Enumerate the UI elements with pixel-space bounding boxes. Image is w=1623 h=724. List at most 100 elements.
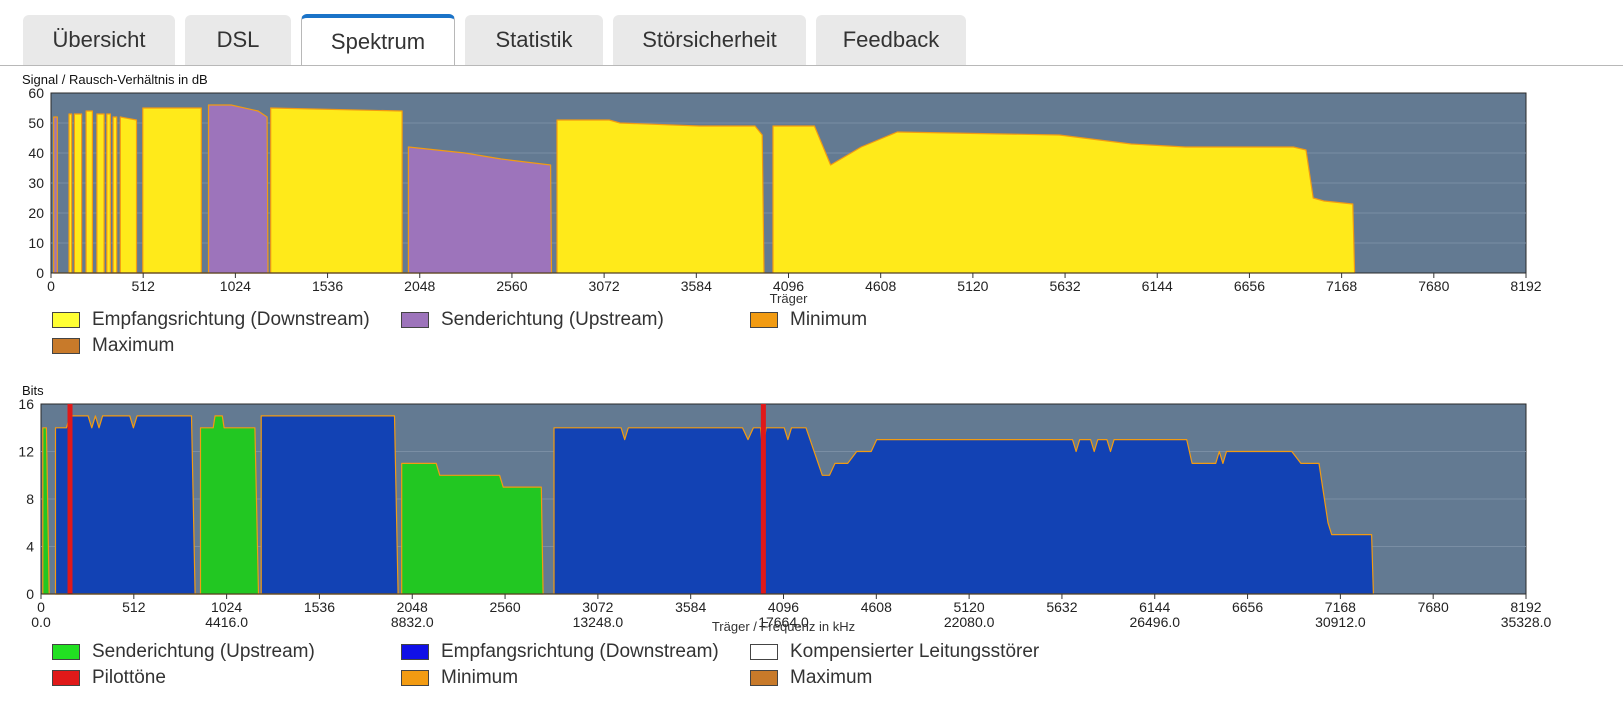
legend-swatch xyxy=(750,312,778,328)
series-area-downstream xyxy=(68,107,1356,274)
y-tick-label: 30 xyxy=(28,175,44,191)
x-tick-label: 1024 xyxy=(211,599,242,615)
tab-feedback[interactable]: Feedback xyxy=(816,15,966,65)
x-tick-label: 5120 xyxy=(957,278,988,294)
legend-compensated-noise: Kompensierter Leitungsstörer xyxy=(750,640,1039,664)
x-tick-label: 3072 xyxy=(589,278,620,294)
x-tick-label: 7680 xyxy=(1418,278,1449,294)
y-tick-label: 10 xyxy=(28,235,44,251)
x-tick-label: 2560 xyxy=(489,599,520,615)
tab-spektrum[interactable]: Spektrum xyxy=(301,14,455,66)
legend-downstream-snr: Empfangsrichtung (Downstream) xyxy=(52,308,370,332)
x-tick-freq-label: 30912.0 xyxy=(1315,614,1366,630)
legend-upstream-bits: Senderichtung (Upstream) xyxy=(52,640,315,664)
snr-chart-title: Signal / Rausch-Verhältnis in dB xyxy=(22,72,208,87)
x-tick-label: 6144 xyxy=(1142,278,1173,294)
x-tick-label: 2560 xyxy=(496,278,527,294)
legend-label: Pilottöne xyxy=(92,667,166,688)
y-tick-label: 12 xyxy=(18,444,34,460)
legend-minimum-bits: Minimum xyxy=(401,666,518,690)
y-tick-label: 4 xyxy=(26,539,34,555)
tab-uebersicht[interactable]: Übersicht xyxy=(23,15,175,65)
legend-swatch xyxy=(750,670,778,686)
legend-swatch xyxy=(52,670,80,686)
bits-chart: 0 512 1024 1536 2048 2560 3072 3584 4096 4608 5120… xyxy=(18,396,1552,634)
legend-minimum-snr: Minimum xyxy=(750,308,867,332)
legend-swatch xyxy=(52,338,80,354)
legend-swatch xyxy=(401,644,429,660)
y-tick-label: 60 xyxy=(28,85,44,101)
legend-label: Maximum xyxy=(92,335,175,356)
x-tick-label: 4096 xyxy=(768,599,799,615)
x-tick-label: 5120 xyxy=(954,599,985,615)
tab-stoersicherheit[interactable]: Störsicherheit xyxy=(613,15,806,65)
legend-swatch xyxy=(401,670,429,686)
legend-swatch xyxy=(52,644,80,660)
x-tick-label: 3072 xyxy=(582,599,613,615)
x-tick-label: 6656 xyxy=(1234,278,1265,294)
x-tick-freq-label: 13248.0 xyxy=(573,614,624,630)
x-tick-label: 6656 xyxy=(1232,599,1263,615)
x-axis-label: Träger xyxy=(770,291,808,306)
x-tick-label: 4608 xyxy=(865,278,896,294)
x-tick-freq-label: 35328.0 xyxy=(1501,614,1552,630)
legend-upstream-snr: Senderichtung (Upstream) xyxy=(401,308,664,332)
y-tick-label: 8 xyxy=(26,491,34,507)
legend-maximum-snr: Maximum xyxy=(52,334,174,358)
x-tick-freq-label: 8832.0 xyxy=(391,614,434,630)
y-tick-label: 16 xyxy=(18,396,34,412)
legend-label: Empfangsrichtung (Downstream) xyxy=(441,641,719,662)
x-tick-label: 8192 xyxy=(1510,278,1541,294)
series-area-upstream xyxy=(53,104,553,274)
x-tick-freq-label: 26496.0 xyxy=(1129,614,1180,630)
bits-chart-title: Bits xyxy=(22,383,44,398)
y-tick-label: 40 xyxy=(28,145,44,161)
legend-label: Kompensierter Leitungsstörer xyxy=(790,641,1040,662)
legend-swatch xyxy=(52,312,80,328)
x-tick-label: 6144 xyxy=(1139,599,1170,615)
x-tick-freq-label: 17664.0 xyxy=(758,614,809,630)
x-tick-label: 7680 xyxy=(1418,599,1449,615)
y-tick-label: 0 xyxy=(26,586,34,602)
x-tick-label: 2048 xyxy=(397,599,428,615)
legend-pilot-tones: Pilottöne xyxy=(52,666,166,690)
y-tick-label: 0 xyxy=(36,265,44,281)
x-tick-label: 5632 xyxy=(1049,278,1080,294)
x-tick-label: 1024 xyxy=(220,278,251,294)
x-tick-freq-label: 22080.0 xyxy=(944,614,995,630)
legend-swatch xyxy=(401,312,429,328)
x-tick-freq-label: 0.0 xyxy=(31,614,51,630)
x-tick-label: 8192 xyxy=(1510,599,1541,615)
x-tick-label: 3584 xyxy=(681,278,712,294)
legend-label: Senderichtung (Upstream) xyxy=(441,309,664,330)
x-tick-label: 7168 xyxy=(1326,278,1357,294)
legend-label: Minimum xyxy=(790,309,868,330)
y-tick-label: 20 xyxy=(28,205,44,221)
x-tick-label: 512 xyxy=(122,599,146,615)
x-tick-label: 4096 xyxy=(773,278,804,294)
x-tick-label: 1536 xyxy=(312,278,343,294)
legend-label: Maximum xyxy=(790,667,873,688)
y-tick-label: 50 xyxy=(28,115,44,131)
tab-statistik[interactable]: Statistik xyxy=(465,15,603,65)
tab-bar: Übersicht DSL Spektrum Statistik Störsic… xyxy=(0,0,1623,66)
legend-downstream-bits: Empfangsrichtung (Downstream) xyxy=(401,640,719,664)
snr-chart: 0 512 1024 1536 2048 2560 3072 3584 4096 4608 5120… xyxy=(28,85,1541,306)
tab-divider xyxy=(0,65,1623,66)
series-area-downstream xyxy=(54,415,1375,595)
x-tick-freq-label: 4416.0 xyxy=(205,614,248,630)
legend-label: Senderichtung (Upstream) xyxy=(92,641,315,662)
tab-dsl[interactable]: DSL xyxy=(185,15,291,65)
x-tick-label: 0 xyxy=(47,278,55,294)
x-tick-label: 1536 xyxy=(304,599,335,615)
x-axis-label: Träger / Frequenz in kHz xyxy=(712,619,855,634)
legend-maximum-bits: Maximum xyxy=(750,666,872,690)
x-tick-label: 512 xyxy=(132,278,156,294)
x-tick-label: 3584 xyxy=(675,599,706,615)
legend-label: Empfangsrichtung (Downstream) xyxy=(92,309,370,330)
x-tick-label: 2048 xyxy=(404,278,435,294)
x-tick-label: 7168 xyxy=(1325,599,1356,615)
legend-swatch xyxy=(750,644,778,660)
x-tick-label: 4608 xyxy=(861,599,892,615)
x-tick-label: 0 xyxy=(37,599,45,615)
